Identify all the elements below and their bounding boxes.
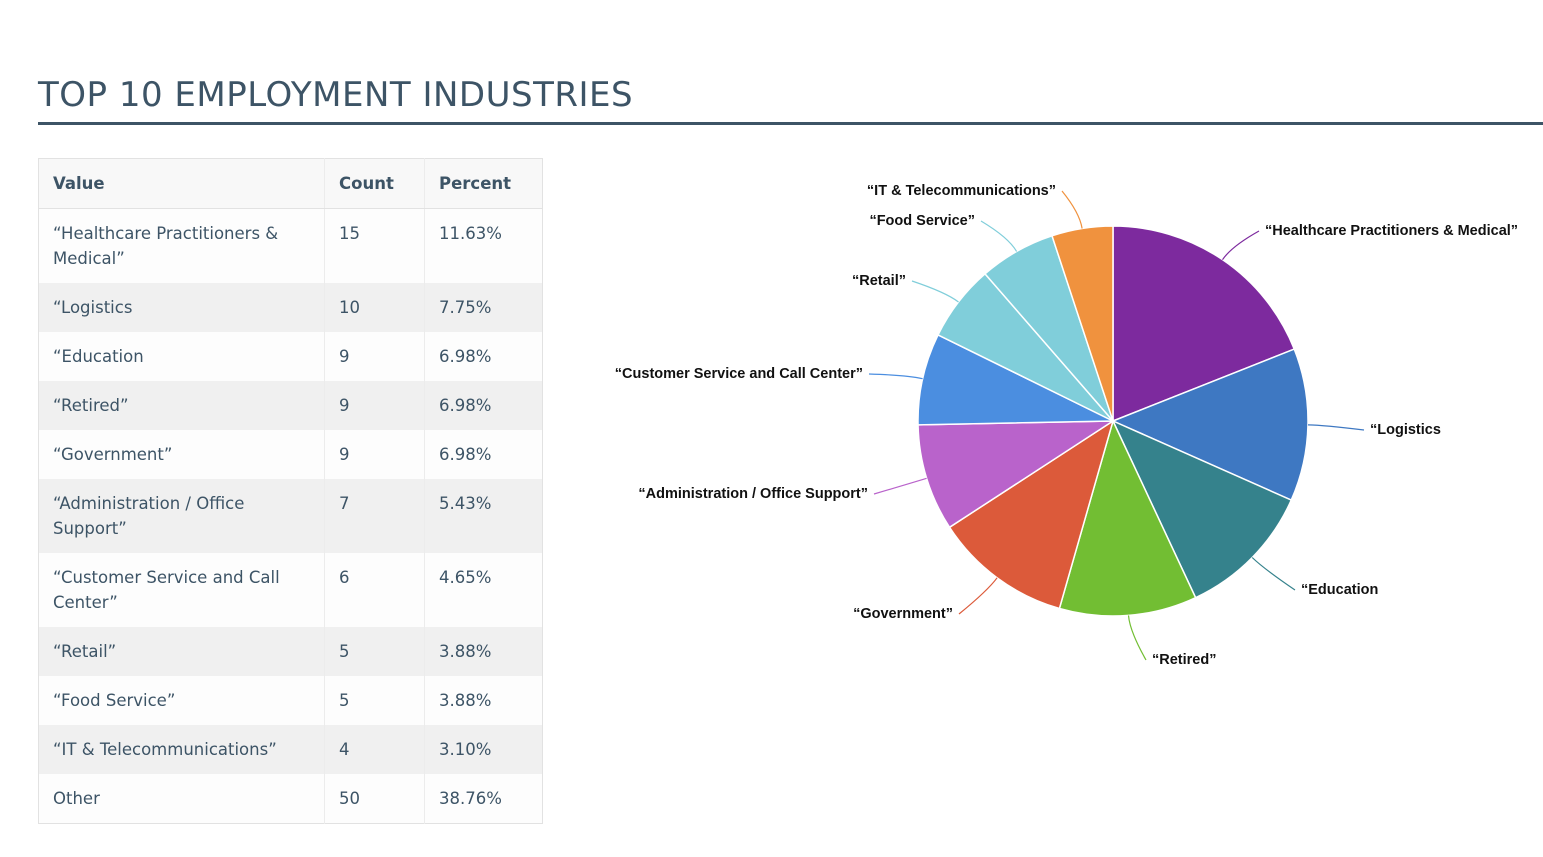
pie-label-government: “Government”	[853, 606, 953, 622]
leader-line-retail	[911, 280, 959, 303]
cell-count: 5	[324, 627, 425, 676]
pie-label-retired: “Retired”	[1152, 652, 1216, 668]
leader-line-customer-service-and-call-center	[868, 373, 923, 380]
cell-count: 9	[324, 430, 425, 479]
pie-label-logistics: “Logistics	[1370, 422, 1441, 438]
header-value: Value	[38, 158, 325, 209]
cell-value: “Healthcare Practitioners & Medical”	[53, 224, 279, 268]
cell-value: “Administration / Office Support”	[53, 494, 245, 538]
table-row: “Government” 9 6.98%	[38, 430, 543, 479]
pie-slice-administration-office-support	[917, 420, 1116, 529]
pie-slice-logistics	[1111, 348, 1309, 502]
leader-line-it-telecommunications	[1061, 190, 1083, 229]
pie-label-administration-office-support: “Administration / Office Support”	[638, 486, 868, 502]
cell-percent: 6.98%	[424, 381, 543, 430]
page-title: TOP 10 EMPLOYMENT INDUSTRIES	[38, 75, 634, 115]
cell-percent: 6.98%	[424, 332, 543, 381]
leader-line-administration-office-support	[873, 477, 927, 495]
leader-line-logistics	[1307, 424, 1365, 431]
cell-value: “Education	[53, 347, 144, 366]
cell-value: “IT & Telecommunications”	[53, 740, 277, 759]
header-percent: Percent	[424, 158, 543, 209]
table-row: “Retired” 9 6.98%	[38, 381, 543, 430]
cell-percent: 4.65%	[424, 553, 543, 627]
cell-count: 5	[324, 676, 425, 725]
cell-percent: 3.88%	[424, 627, 543, 676]
pie-slice-retired	[1058, 418, 1197, 617]
cell-value: “Government”	[53, 445, 173, 464]
cell-value: “Customer Service and Call Center”	[53, 568, 280, 612]
pie-label-customer-service-and-call-center: “Customer Service and Call Center”	[615, 366, 863, 382]
cell-value: “Retired”	[53, 396, 129, 415]
cell-count: 9	[324, 332, 425, 381]
cell-percent: 3.88%	[424, 676, 543, 725]
table-row: “Healthcare Practitioners & Medical” 15 …	[38, 208, 543, 283]
table-row: “Education 9 6.98%	[38, 332, 543, 381]
cell-count: 7	[324, 479, 425, 553]
cell-percent: 3.10%	[424, 725, 543, 774]
cell-percent: 5.43%	[424, 479, 543, 553]
pie-label-food-service: “Food Service”	[869, 213, 975, 229]
cell-count: 6	[324, 553, 425, 627]
cell-percent: 11.63%	[424, 208, 543, 283]
pie-label-education: “Education	[1301, 582, 1378, 598]
table-row: “Retail” 5 3.88%	[38, 627, 543, 676]
pie-label-healthcare-practitioners-medical: “Healthcare Practitioners & Medical”	[1265, 223, 1518, 239]
cell-count: 50	[324, 774, 425, 824]
table-row: Other 50 38.76%	[38, 774, 543, 824]
cell-count: 4	[324, 725, 425, 774]
cell-count: 15	[324, 208, 425, 283]
table-row: “Food Service” 5 3.88%	[38, 676, 543, 725]
leader-line-government	[958, 577, 998, 615]
cell-value: “Logistics	[53, 298, 133, 317]
pie-label-it-telecommunications: “IT & Telecommunications”	[867, 183, 1056, 199]
cell-value: “Retail”	[53, 642, 117, 661]
leader-line-education	[1251, 557, 1296, 591]
cell-count: 9	[324, 381, 425, 430]
leader-line-food-service	[980, 220, 1018, 252]
pie-label-retail: “Retail”	[852, 273, 906, 289]
cell-percent: 38.76%	[424, 774, 543, 824]
leader-line-retired	[1127, 615, 1147, 661]
industries-table: Value Count Percent “Healthcare Practiti…	[38, 158, 543, 824]
table-row: “Customer Service and Call Center” 6 4.6…	[38, 553, 543, 627]
cell-count: 10	[324, 283, 425, 332]
leader-line-healthcare-practitioners-medical	[1222, 230, 1260, 261]
table-row: “Administration / Office Support” 7 5.43…	[38, 479, 543, 553]
header-count: Count	[324, 158, 425, 209]
table-row: “IT & Telecommunications” 4 3.10%	[38, 725, 543, 774]
cell-percent: 6.98%	[424, 430, 543, 479]
title-divider	[38, 122, 1543, 125]
table-row: “Logistics 10 7.75%	[38, 283, 543, 332]
cell-value: “Food Service”	[53, 691, 176, 710]
industries-pie-chart: “Healthcare Practitioners & Medical” “Log…	[615, 183, 1518, 668]
cell-value: Other	[53, 789, 100, 808]
table-header-row: Value Count Percent	[38, 158, 543, 209]
cell-percent: 7.75%	[424, 283, 543, 332]
